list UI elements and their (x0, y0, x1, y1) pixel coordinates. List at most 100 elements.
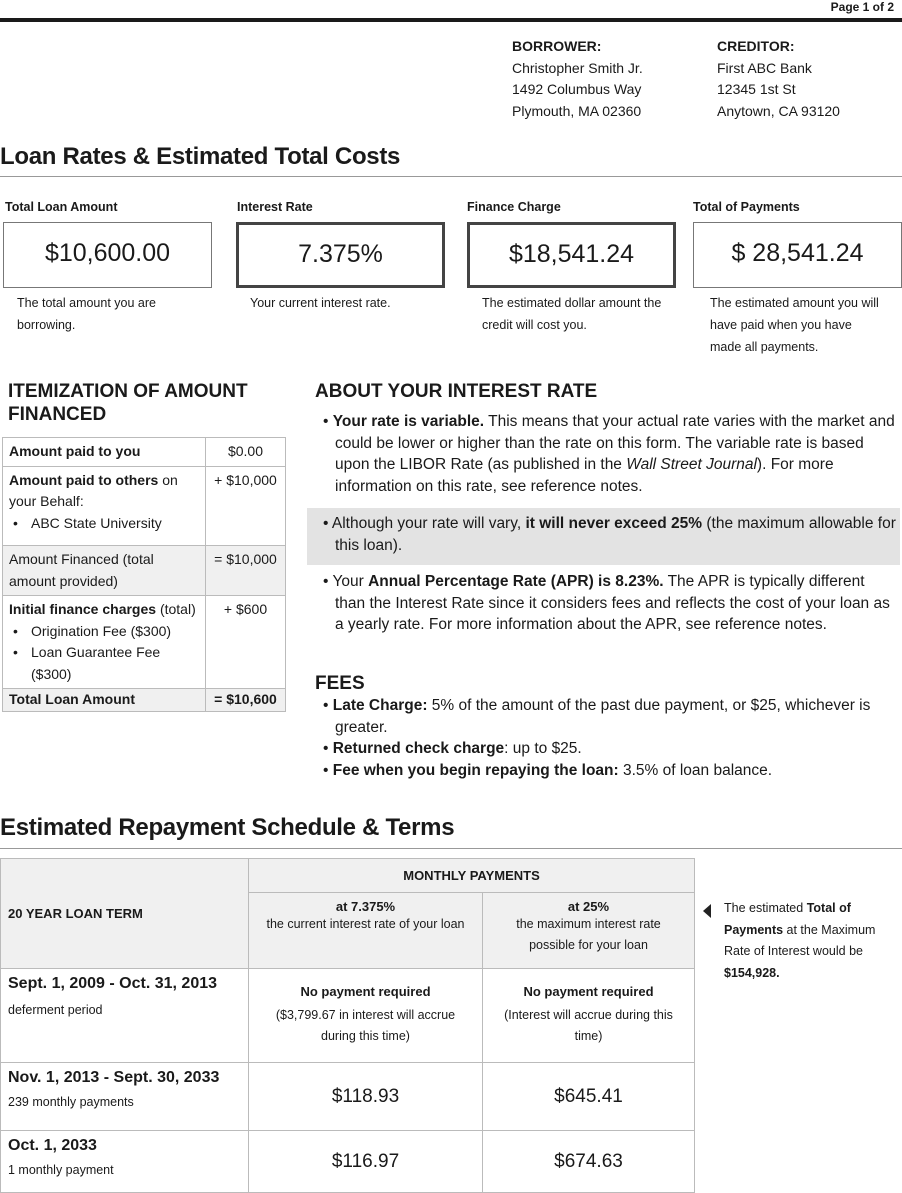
row-value: = $10,600 (205, 688, 286, 712)
row-label-rest: (total) (156, 601, 196, 617)
top-rule (0, 18, 902, 22)
row-value: $0.00 (205, 437, 286, 467)
table-row: 20 YEAR LOAN TERM MONTHLY PAYMENTS (0, 858, 695, 969)
table-row: Oct. 1, 2033 1 monthly payment $116.97 $6… (0, 1130, 695, 1193)
interest-heading: ABOUT YOUR INTEREST RATE (315, 381, 598, 402)
bullet-item: Origination Fee ($300) (9, 621, 199, 643)
fee-text: 3.5% of loan balance. (618, 761, 773, 779)
para-italic: Wall Street Journal (626, 456, 757, 473)
borrower-block: BORROWER: Christopher Smith Jr. 1492 Col… (512, 36, 643, 122)
bullet-item: ABC State University (9, 513, 199, 535)
para-text: Although your rate will vary, (331, 515, 526, 532)
fee-item: • Fee when you begin repaying the loan: … (323, 761, 773, 779)
current-amount: $118.93 (248, 1062, 483, 1131)
fee-name: Returned check charge (332, 740, 505, 757)
creditor-heading: CREDITOR: (717, 38, 795, 54)
para-text: ). For more information on this rate, se… (335, 456, 834, 495)
pointer-left-icon (703, 904, 711, 918)
max-amount: $674.63 (482, 1130, 695, 1193)
interest-variable-para: • Your rate is variable. This means that… (323, 413, 895, 495)
payment-note: ($3,799.67 in interest will accrue durin… (275, 1008, 456, 1043)
period-sub: 239 monthly payments (8, 1095, 134, 1109)
row-value: + $10,000 (205, 465, 286, 546)
schedule-title: Estimated Repayment Schedule & Terms (0, 814, 455, 841)
fee-text: : up to $25. (504, 740, 582, 757)
rate: at 25% (567, 899, 610, 914)
note-bold: Total of Payments (724, 901, 851, 937)
total-payments-value: $ 28,541.24 (693, 222, 902, 288)
fees-heading: FEES (315, 673, 365, 694)
borrower-city: Plymouth, MA 02360 (512, 102, 642, 119)
total-payments-desc: The estimated amount you will have paid … (710, 296, 879, 354)
fee-text: 5% of the amount of the past due payment… (335, 697, 871, 736)
itemization-heading: ITEMIZATION OF AMOUNT FINANCED (8, 381, 248, 425)
row-label: Amount paid to you (9, 443, 141, 459)
table-row: Initial finance charges (total) Originati… (2, 595, 286, 689)
table-row: Nov. 1, 2013 - Sept. 30, 2033 239 monthly… (0, 1062, 695, 1131)
para-text: This means that your actual rate varies … (335, 413, 895, 473)
creditor-block: CREDITOR: First ABC Bank 12345 1st St An… (717, 36, 840, 122)
period: Sept. 1, 2009 - Oct. 31, 2013 (8, 975, 218, 992)
creditor-city: Anytown, CA 93120 (717, 102, 840, 119)
payment: No payment required (300, 984, 431, 999)
row-value: = $10,000 (205, 545, 286, 596)
schedule-table: 20 YEAR LOAN TERM MONTHLY PAYMENTS at 7.… (0, 858, 695, 1193)
row-label: Total Loan Amount (9, 691, 135, 707)
schedule-rule (0, 848, 902, 849)
highlight-band (307, 508, 900, 565)
max-rate-header: at 25% the maximum interest rate possible… (482, 892, 695, 969)
current-rate-header: at 7.375% the current interest rate of yo… (248, 892, 483, 969)
interest-rate-label: Interest Rate (237, 200, 313, 214)
term-header: 20 YEAR LOAN TERM (0, 858, 249, 969)
row-label-rest: on your Behalf: (9, 471, 178, 510)
row-value: + $600 (205, 595, 286, 689)
borrower-street: 1492 Columbus Way (512, 81, 642, 97)
period-sub: deferment period (8, 1003, 103, 1017)
period-cell: Sept. 1, 2009 - Oct. 31, 2013 deferment p… (0, 968, 249, 1063)
rate-desc: the maximum interest rate possible for y… (516, 917, 661, 952)
fee-name: Late Charge: (332, 697, 428, 714)
total-loan-label: Total Loan Amount (5, 200, 118, 214)
finance-charge-value: $18,541.24 (467, 222, 676, 288)
fee-name: Fee when you begin repaying the loan: (332, 761, 619, 779)
period-cell: Oct. 1, 2033 1 monthly payment (0, 1130, 249, 1193)
rate: at 7.375% (335, 899, 396, 914)
interest-rate-value: 7.375% (236, 222, 445, 288)
fee-item: • Returned check charge: up to $25. (323, 740, 582, 757)
period: Nov. 1, 2013 - Sept. 30, 2033 (8, 1069, 220, 1086)
borrower-name: Christopher Smith Jr. (512, 59, 643, 76)
row-label: Amount Financed (total amount provided) (2, 545, 206, 596)
table-row: Total Loan Amount = $10,600 (2, 688, 286, 712)
para-text: Your (332, 573, 369, 590)
table-row: Amount paid to you $0.00 (2, 437, 286, 467)
creditor-name: First ABC Bank (717, 59, 812, 76)
para-text: (the maximum allowable for this loan). (335, 515, 896, 554)
total-payments-label: Total of Payments (693, 200, 800, 214)
bullet-item: Loan Guarantee Fee ($300) (9, 642, 199, 685)
period-sub: 1 monthly payment (8, 1163, 114, 1177)
payment-note: (Interest will accrue during this time) (504, 1008, 673, 1043)
total-loan-desc: The total amount you are borrowing. (17, 296, 156, 332)
period: Oct. 1, 2033 (8, 1137, 97, 1154)
fee-item: • Late Charge: 5% of the amount of the p… (323, 697, 871, 736)
para-bold: Annual Percentage Rate (APR) is 8.23%. (368, 573, 664, 590)
table-row: at 7.375% the current interest rate of yo… (1, 892, 695, 969)
table-row: Amount Financed (total amount provided) =… (2, 545, 286, 596)
fees-list: • Late Charge: 5% of the amount of the p… (313, 695, 898, 781)
row-label: Initial finance charges (9, 601, 157, 617)
finance-charge-label: Finance Charge (467, 200, 561, 214)
finance-charge-desc: The estimated dollar amount the credit w… (482, 296, 662, 332)
current-amount: $116.97 (248, 1130, 483, 1193)
rates-rule (0, 176, 902, 177)
rate-desc: the current interest rate of your loan (266, 917, 465, 931)
interest-rate-desc: Your current interest rate. (250, 296, 391, 310)
total-loan-value: $10,600.00 (3, 222, 212, 288)
rates-title: Loan Rates & Estimated Total Costs (0, 143, 401, 170)
creditor-street: 12345 1st St (717, 81, 796, 97)
max-total-note: The estimated Total of Payments at the M… (724, 898, 894, 984)
borrower-heading: BORROWER: (512, 38, 602, 54)
max-amount: $645.41 (482, 1062, 695, 1131)
current-cell: No payment required ($3,799.67 in interes… (248, 968, 483, 1063)
interest-apr-para: • Your Annual Percentage Rate (APR) is 8… (323, 573, 890, 633)
interest-max-para: • Although your rate will vary, it will … (323, 515, 896, 554)
